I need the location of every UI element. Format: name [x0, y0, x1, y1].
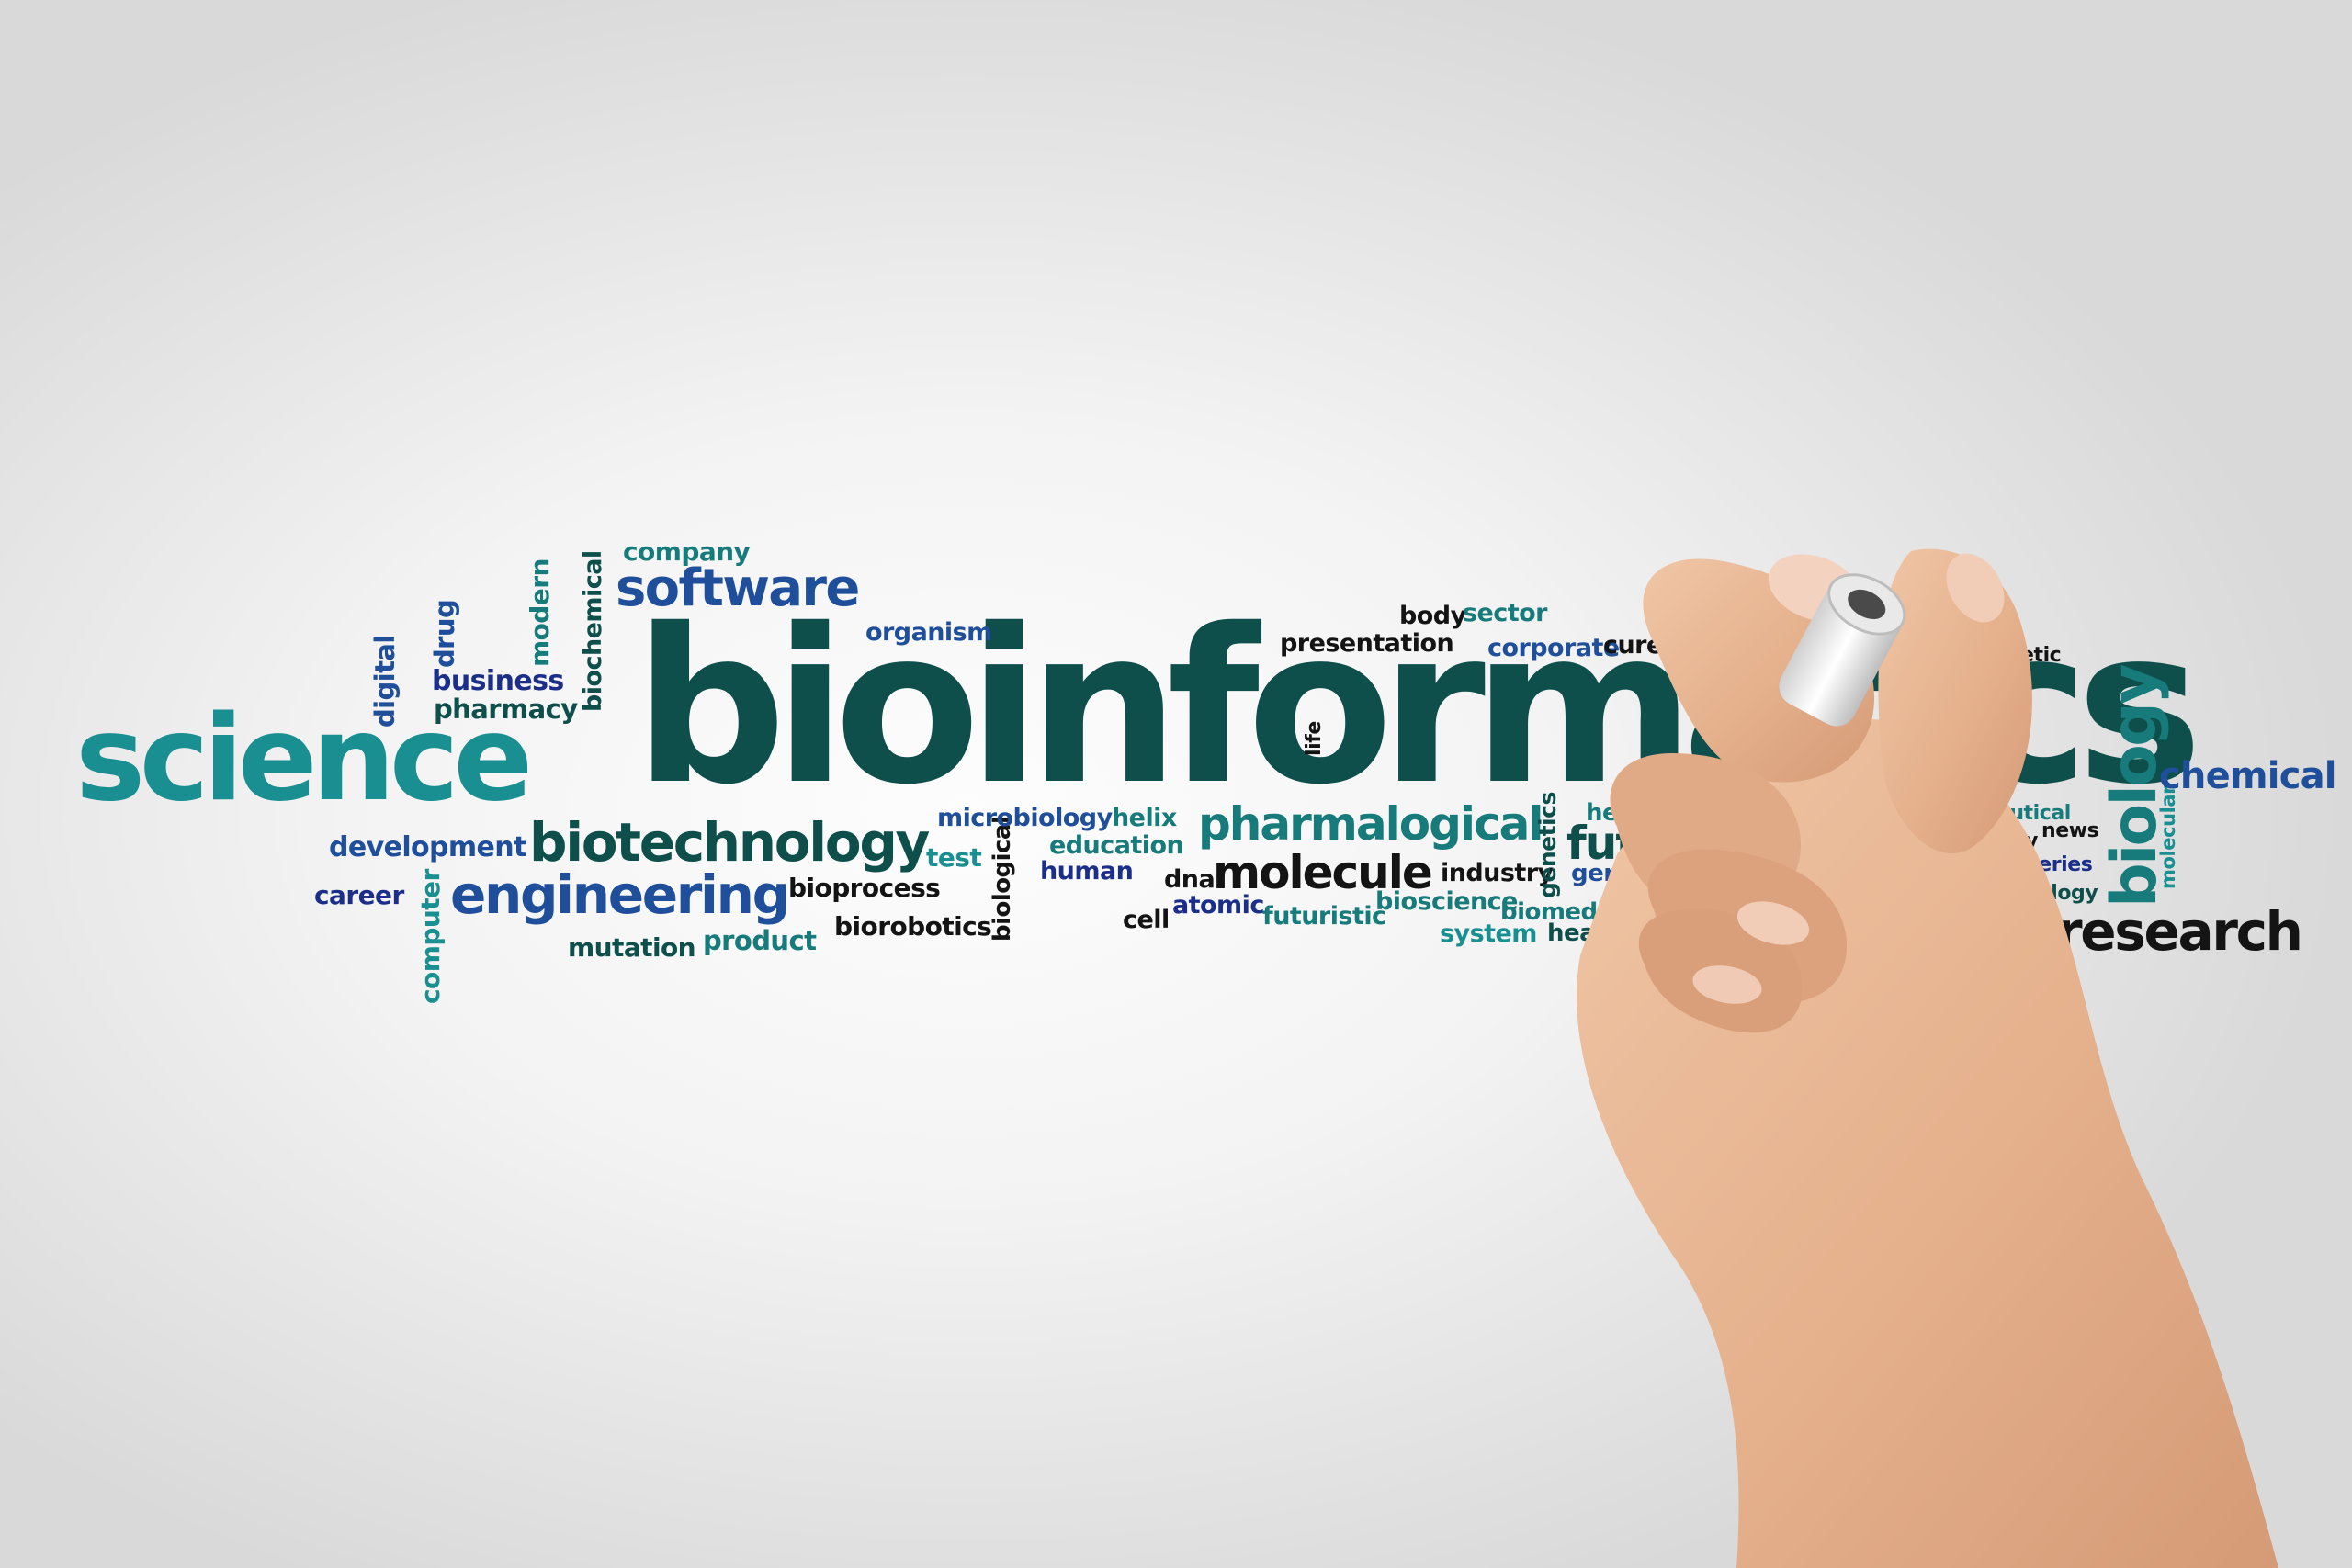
- word-industry: industry: [1441, 859, 1554, 887]
- word-engineering: engineering: [450, 863, 790, 926]
- word-pharmalogical: pharmalogical: [1198, 797, 1544, 851]
- word-molecule: molecule: [1213, 846, 1433, 899]
- word-helix: helix: [1112, 804, 1177, 832]
- word-human: human: [1040, 857, 1134, 886]
- word-education: education: [1049, 831, 1184, 860]
- word-news: news: [2041, 819, 2099, 842]
- word-bioscience: bioscience: [1375, 887, 1518, 916]
- word-company: company: [623, 536, 751, 567]
- word-cell: cell: [1123, 906, 1170, 934]
- word-chemical: chemical: [2159, 755, 2337, 797]
- marker: [1779, 573, 1906, 727]
- word-atomic: atomic: [1172, 891, 1264, 919]
- word-futuristic: futuristic: [1262, 902, 1386, 931]
- word-mutation: mutation: [568, 932, 696, 963]
- word-product: product: [703, 925, 817, 956]
- word-business: business: [432, 665, 564, 697]
- word-biotechnology: biotechnology: [529, 811, 930, 874]
- word-research: research: [2056, 900, 2303, 963]
- word-development: development: [329, 831, 526, 863]
- word-corporate: corporate: [1487, 634, 1620, 662]
- word-dna: dna: [1164, 865, 1216, 894]
- word-biorobotics: biorobotics: [834, 911, 992, 942]
- word-bioprocess: bioprocess: [788, 873, 941, 903]
- word-software: software: [616, 558, 860, 618]
- word-organism: organism: [865, 618, 992, 647]
- word-career: career: [314, 880, 404, 910]
- word-presentation: presentation: [1280, 629, 1454, 658]
- word-system: system: [1440, 919, 1537, 948]
- ring-nail: [1692, 965, 1762, 1004]
- word-body: body: [1399, 602, 1466, 630]
- word-test: test: [926, 842, 982, 873]
- thumb: [1878, 548, 2032, 853]
- middle-nail: [1736, 901, 1810, 945]
- word-science: science: [75, 691, 533, 828]
- thumb-nail: [1946, 553, 2005, 623]
- word-sector: sector: [1463, 599, 1547, 627]
- word-microbiology: microbiology: [937, 804, 1113, 832]
- word-pharmacy: pharmacy: [434, 694, 578, 725]
